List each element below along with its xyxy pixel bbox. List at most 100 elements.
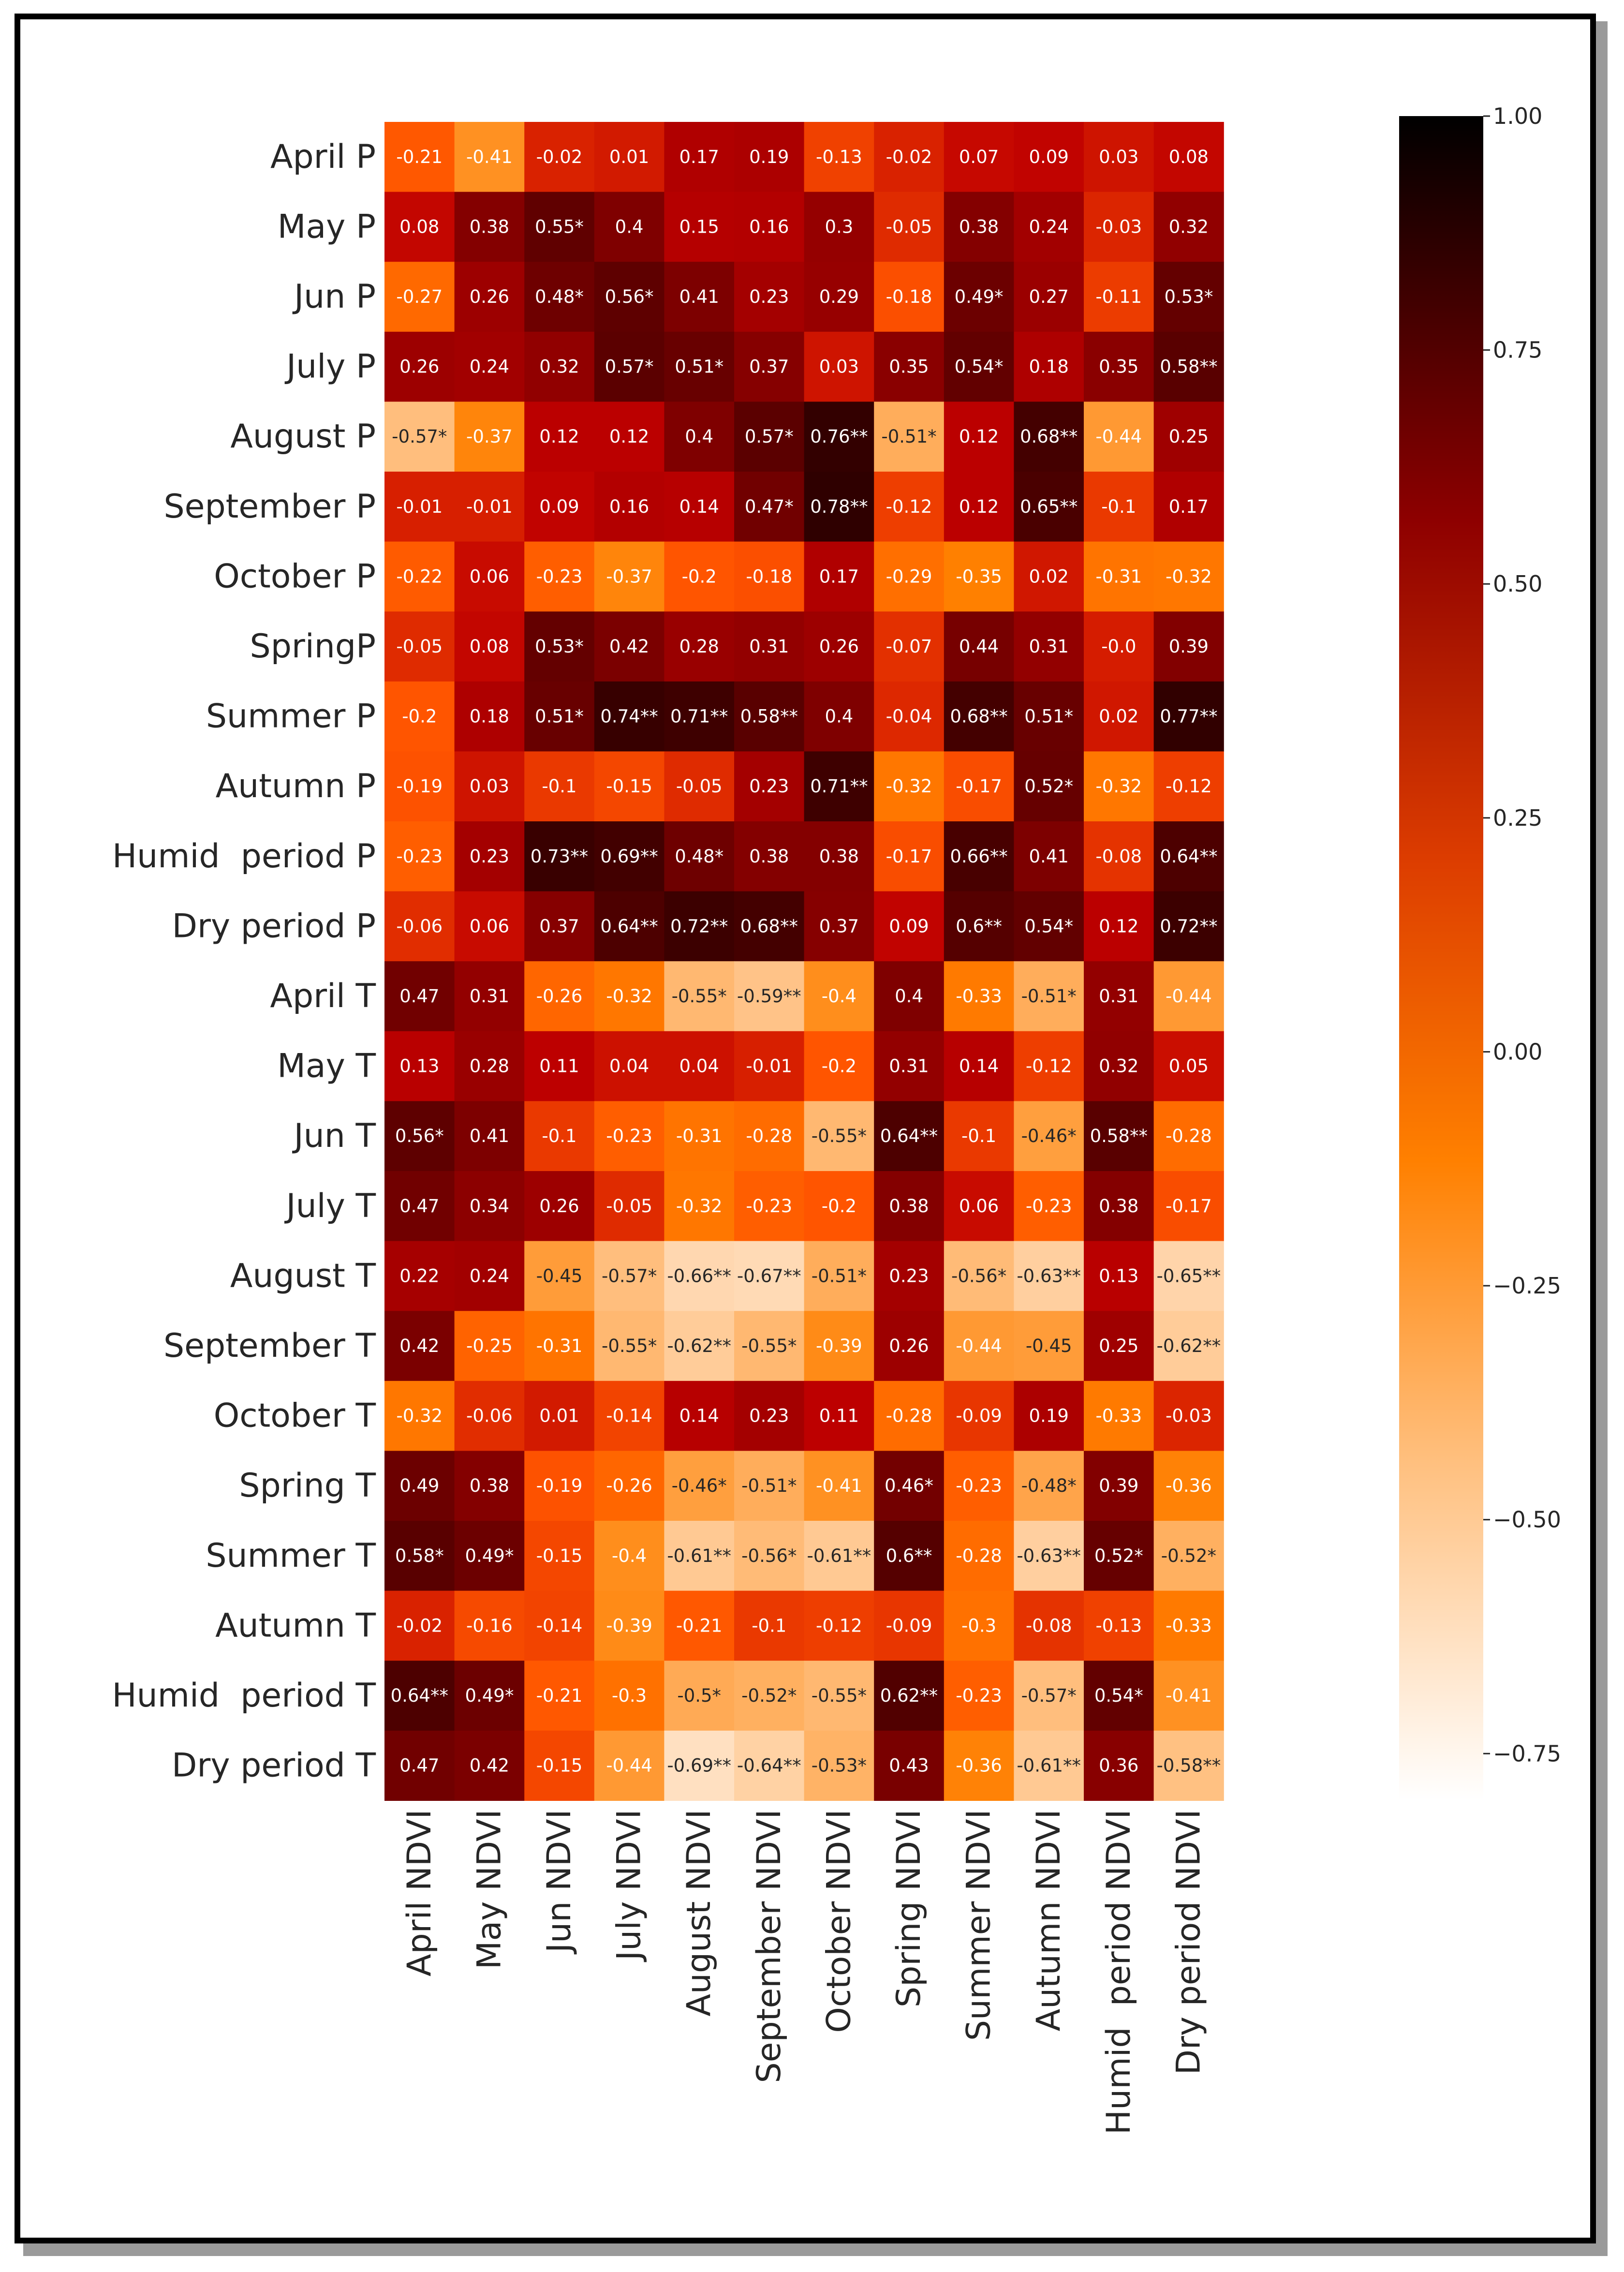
- heatmap-cell: [874, 1311, 945, 1381]
- cell-value-label: 0.39: [1099, 1475, 1138, 1496]
- heatmap-cell: [1153, 1171, 1224, 1242]
- heatmap-cell: [664, 821, 735, 892]
- heatmap-cell: [664, 331, 735, 402]
- heatmap-cell: [1153, 541, 1224, 612]
- cell-value-label: -0.01: [746, 1056, 792, 1077]
- heatmap-cell: [1153, 1381, 1224, 1451]
- heatmap-cell: [944, 1730, 1014, 1801]
- heatmap-cell: [944, 1590, 1014, 1661]
- heatmap-cell: [734, 472, 805, 542]
- cell-value-label: -0.62**: [667, 1336, 731, 1356]
- cell-value-label: 0.57*: [605, 356, 654, 377]
- heatmap-cell: [874, 1031, 945, 1101]
- column-label: Dry period NDVI: [1169, 1809, 1208, 2075]
- row-label: May P: [278, 208, 376, 246]
- cell-value-label: -0.33: [1095, 1406, 1142, 1426]
- cell-value-label: -0.32: [1095, 776, 1142, 797]
- heatmap-cell: [594, 1451, 664, 1521]
- heatmap-cell: [1014, 961, 1084, 1032]
- cell-value-label: 0.71**: [670, 706, 728, 727]
- cell-value-label: -0.57*: [1021, 1685, 1077, 1706]
- cell-value-label: 0.77**: [1160, 706, 1217, 727]
- cell-value-label: -0.57*: [392, 426, 447, 447]
- heatmap-cell: [944, 611, 1014, 682]
- heatmap-cell: [1153, 331, 1224, 402]
- heatmap-cell: [1084, 331, 1154, 402]
- cell-value-label: -0.32: [396, 1406, 443, 1426]
- heatmap-cell: [594, 1311, 664, 1381]
- heatmap-cell: [664, 1730, 735, 1801]
- cell-value-label: -0.28: [746, 1126, 792, 1146]
- heatmap-cell: [944, 1521, 1014, 1591]
- cell-value-label: -0.61**: [667, 1545, 731, 1566]
- cell-value-label: 0.71**: [810, 776, 868, 797]
- colorbar-tick-label: 0.25: [1493, 805, 1542, 831]
- heatmap-cell: [1014, 1521, 1084, 1591]
- heatmap-cell: [1014, 192, 1084, 262]
- heatmap-cell: [384, 611, 455, 682]
- heatmap-cell: [874, 821, 945, 892]
- heatmap-cell: [804, 1661, 874, 1731]
- heatmap-cell: [594, 1031, 664, 1101]
- cell-value-label: 0.17: [819, 566, 859, 587]
- column-label: Autumn NDVI: [1030, 1809, 1068, 2031]
- cell-value-label: 0.36: [1099, 1755, 1138, 1776]
- heatmap-cell: [804, 122, 874, 193]
- heatmap-cell: [944, 1171, 1014, 1242]
- heatmap-cell: [524, 1031, 595, 1101]
- row-label: Summer T: [206, 1537, 376, 1575]
- cell-value-label: 0.01: [539, 1406, 579, 1426]
- heatmap-cell: [1153, 1521, 1224, 1591]
- cell-value-label: -0.02: [536, 147, 583, 167]
- cell-value-label: 0.68**: [1020, 426, 1078, 447]
- heatmap-cell: [874, 681, 945, 752]
- heatmap-cell: [384, 961, 455, 1032]
- heatmap-cell: [664, 1311, 735, 1381]
- cell-value-label: 0.16: [749, 216, 789, 237]
- cell-value-label: 0.11: [539, 1056, 579, 1077]
- heatmap-cell: [524, 1101, 595, 1172]
- heatmap-cell: [874, 1590, 945, 1661]
- heatmap-cell: [384, 1661, 455, 1731]
- cell-value-label: 0.05: [1169, 1056, 1209, 1077]
- heatmap-cell: [664, 1451, 735, 1521]
- cell-value-label: 0.72**: [1160, 916, 1217, 936]
- heatmap-cell: [734, 1661, 805, 1731]
- heatmap-cell: [594, 891, 664, 962]
- heatmap-cell: [1153, 681, 1224, 752]
- heatmap-cell: [1084, 1661, 1154, 1731]
- cell-value-label: 0.38: [819, 846, 859, 867]
- cell-value-label: 0.41: [1029, 846, 1069, 867]
- cell-value-label: -0.58**: [1157, 1755, 1221, 1776]
- heatmap-cell: [944, 122, 1014, 193]
- colorbar-tick-label: −0.50: [1493, 1507, 1561, 1533]
- heatmap-cell: [734, 1241, 805, 1311]
- heatmap-cell: [454, 1661, 525, 1731]
- heatmap-cell: [1014, 1031, 1084, 1101]
- heatmap-cell: [524, 472, 595, 542]
- column-label: May NDVI: [470, 1809, 508, 1969]
- cell-value-label: 0.69**: [600, 846, 658, 867]
- heatmap-cell: [734, 1311, 805, 1381]
- cell-value-label: -0.63**: [1017, 1545, 1081, 1566]
- heatmap-cell: [874, 1661, 945, 1731]
- cell-value-label: -0.67**: [737, 1265, 801, 1286]
- cell-value-label: -0.12: [1166, 776, 1212, 797]
- column-label: April NDVI: [400, 1809, 439, 1976]
- heatmap-cell: [944, 1451, 1014, 1521]
- cell-value-label: 0.57*: [745, 426, 794, 447]
- cell-value-label: -0.46*: [672, 1475, 727, 1496]
- cell-value-label: 0.18: [1029, 356, 1069, 377]
- heatmap-cell: [944, 1381, 1014, 1451]
- heatmap-cell: [384, 1381, 455, 1451]
- cell-value-label: 0.37: [749, 356, 789, 377]
- heatmap-cell: [524, 1311, 595, 1381]
- cell-value-label: 0.01: [609, 147, 649, 167]
- heatmap-cell: [384, 1451, 455, 1521]
- heatmap-cell: [1153, 1311, 1224, 1381]
- heatmap-cell: [454, 751, 525, 822]
- cell-value-label: 0.64**: [880, 1126, 938, 1146]
- cell-value-label: 0.47*: [745, 496, 794, 517]
- cell-value-label: 0.26: [399, 356, 439, 377]
- cell-value-label: 0.68**: [740, 916, 798, 936]
